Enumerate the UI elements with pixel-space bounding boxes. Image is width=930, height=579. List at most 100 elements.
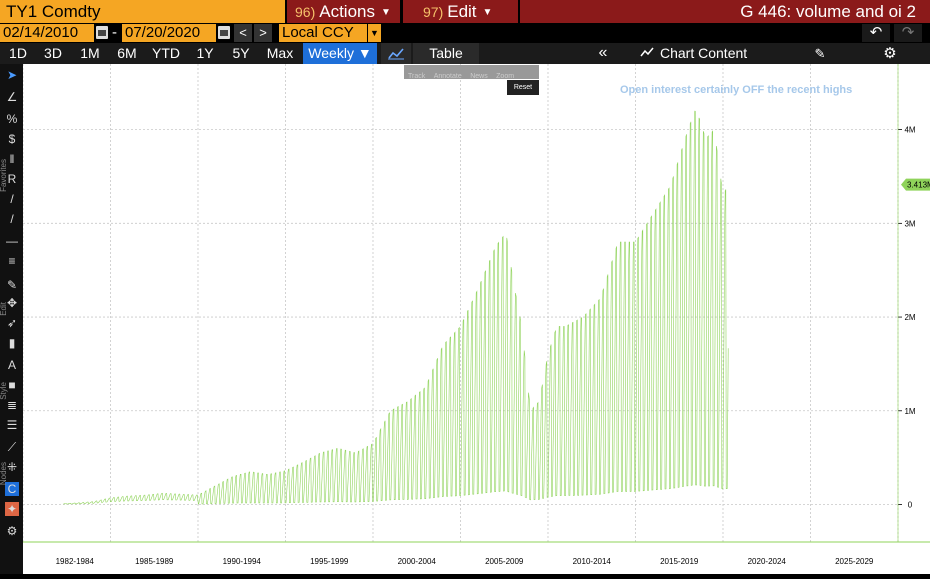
volume-oi-chart: 0 1M 2M 3M 4M 1982-1984 1985-1989 1990-1994 199…: [22, 64, 930, 566]
end-date-input[interactable]: 07/20/2020: [122, 24, 216, 42]
vertical-gridlines: [22, 64, 899, 542]
collapse-panel-icon[interactable]: «: [598, 44, 608, 61]
reset-button[interactable]: Reset: [507, 80, 539, 95]
edit-label: Edit: [447, 2, 477, 21]
horizontal-line-icon[interactable]: —: [6, 234, 18, 248]
frequency-select[interactable]: Weekly ▼: [303, 43, 377, 64]
track-tool[interactable]: Track: [408, 73, 426, 80]
period-1y[interactable]: 1Y: [196, 45, 214, 61]
chevron-down-icon: ▼: [482, 7, 493, 18]
period-ytd[interactable]: YTD: [152, 45, 180, 61]
settings-icon[interactable]: ⚙: [6, 524, 18, 538]
chart-area[interactable]: 0 1M 2M 3M 4M 1982-1984 1985-1989 1990-1994 199…: [22, 64, 930, 574]
date-separator: -: [112, 24, 117, 41]
undo-icon[interactable]: ↶: [862, 24, 890, 42]
color-swatch-icon[interactable]: ■: [8, 378, 16, 392]
line-style-icon[interactable]: ≣: [6, 398, 18, 412]
period-max[interactable]: Max: [266, 45, 294, 61]
currency-select[interactable]: Local CCY: [279, 24, 367, 42]
gear-icon[interactable]: ⚙: [883, 45, 897, 62]
actions-number: 96): [295, 4, 316, 20]
drawing-tools-sidebar: ➤ ∠ % $ ‖ R / / — ≡ ✎ ✥ ➶ ▮ A ■ ≣ ☰ ⟋ ⁜ …: [0, 64, 24, 574]
chevron-down-icon[interactable]: ▼: [367, 24, 381, 42]
x-tick-label: 2000-2004: [398, 557, 437, 566]
ruler-tool-icon[interactable]: R: [7, 172, 17, 186]
chart-toolbar: 1D 3D 1M 6M YTD 1Y 5Y Max Weekly ▼ Table…: [0, 43, 930, 64]
nodes-section-label: Nodes: [0, 462, 8, 486]
date-range-bar: 02/14/2010 - 07/20/2020 < > Local CCY ▼ …: [0, 23, 930, 43]
style-section-label: Style: [0, 382, 8, 400]
period-6m[interactable]: 6M: [117, 45, 137, 61]
redo-icon[interactable]: ↷: [894, 24, 922, 42]
title-bar: TY1 Comdty 96) Actions ▼ 97) Edit ▼ G 446: v…: [0, 0, 930, 23]
channel-tool-icon[interactable]: ≡: [8, 254, 16, 268]
last-value-tag: 3.413M: [901, 178, 930, 191]
actions-label: Actions: [319, 2, 375, 21]
chart-content-button[interactable]: Chart Content: [640, 43, 780, 64]
chart-title: G 446: volume and oi 2: [520, 0, 930, 23]
edit-number: 97): [423, 4, 444, 20]
annotate-tool[interactable]: Annotate: [433, 73, 462, 80]
y-tick-label: 3M: [904, 219, 915, 228]
x-tick-label: 2020-2024: [748, 557, 787, 566]
calendar-icon[interactable]: [218, 26, 230, 39]
table-button[interactable]: Table: [413, 43, 479, 64]
fib-tool-icon[interactable]: ‖: [9, 152, 15, 166]
chevron-down-icon: ▼: [380, 7, 391, 18]
edit-section-label: Edit: [0, 302, 8, 316]
y-tick-label: 4M: [904, 126, 915, 135]
y-axis-ticks: 0 1M 2M 3M 4M: [897, 64, 916, 542]
eraser-icon[interactable]: ⟋: [7, 440, 17, 454]
cursor-icon[interactable]: ➤: [6, 68, 18, 82]
next-period-button[interactable]: >: [254, 24, 272, 42]
line-weight-icon[interactable]: ☰: [6, 418, 18, 432]
x-tick-label: 2015-2019: [660, 557, 699, 566]
x-tick-label: 2005-2009: [485, 557, 524, 566]
ticker-field[interactable]: TY1 Comdty: [0, 0, 285, 23]
y-tick-label: 0: [908, 501, 913, 510]
prev-period-button[interactable]: <: [234, 24, 252, 42]
percent-tool-icon[interactable]: %: [6, 112, 18, 126]
calendar-icon[interactable]: [96, 26, 108, 39]
brush-tool-icon[interactable]: /: [10, 192, 14, 206]
period-1d[interactable]: 1D: [9, 45, 27, 61]
edit-menu[interactable]: 97) Edit ▼: [403, 0, 518, 23]
start-date-input[interactable]: 02/14/2010: [0, 24, 94, 42]
palette-icon[interactable]: ✦: [5, 502, 19, 516]
x-tick-label: 1990-1994: [223, 557, 262, 566]
line-chart-button[interactable]: [381, 43, 411, 64]
chart-content-icon: [640, 43, 654, 64]
x-tick-label: 2025-2029: [835, 557, 874, 566]
x-tick-label: 1995-1999: [310, 557, 349, 566]
period-5y[interactable]: 5Y: [232, 45, 250, 61]
pen-tool-icon[interactable]: /: [10, 212, 14, 226]
x-tick-label: 1985-1989: [135, 557, 174, 566]
horizontal-gridlines: [23, 129, 898, 505]
edit-pen-icon[interactable]: ✎: [814, 46, 826, 61]
nodes-icon[interactable]: ⁜: [6, 460, 18, 474]
move-tool-icon[interactable]: ✥: [6, 296, 18, 310]
period-1m[interactable]: 1M: [80, 45, 100, 61]
x-tick-label: 2010-2014: [573, 557, 612, 566]
dollar-tool-icon[interactable]: $: [8, 132, 16, 146]
period-3d[interactable]: 3D: [44, 45, 62, 61]
select-tool-icon[interactable]: ➶: [6, 316, 18, 330]
chart-annotation: Open interest certainly OFF the recent h…: [620, 84, 852, 96]
y-tick-label: 1M: [904, 407, 915, 416]
pencil-tool-icon[interactable]: ✎: [6, 278, 18, 292]
x-axis-ticks: 1982-1984 1985-1989 1990-1994 1995-1999 2000…: [23, 541, 930, 566]
trash-icon[interactable]: ▮: [8, 336, 16, 350]
line-tool-icon[interactable]: ∠: [6, 90, 18, 104]
open-interest-line: [63, 110, 729, 505]
zoom-tool[interactable]: Zoom: [496, 73, 515, 80]
actions-menu[interactable]: 96) Actions ▼: [287, 0, 400, 23]
chart-mini-toolbar: Track Annotate News Zoom: [404, 65, 539, 80]
chart-content-label: Chart Content: [660, 45, 748, 61]
y-tick-label: 2M: [904, 313, 915, 322]
news-tool[interactable]: News: [470, 73, 488, 80]
magnet-icon[interactable]: C: [5, 482, 19, 496]
favorites-section-label: Favorites: [0, 159, 8, 192]
font-tool-icon[interactable]: A: [7, 358, 16, 372]
open-interest-series: [63, 110, 729, 505]
line-chart-icon: [388, 48, 404, 60]
